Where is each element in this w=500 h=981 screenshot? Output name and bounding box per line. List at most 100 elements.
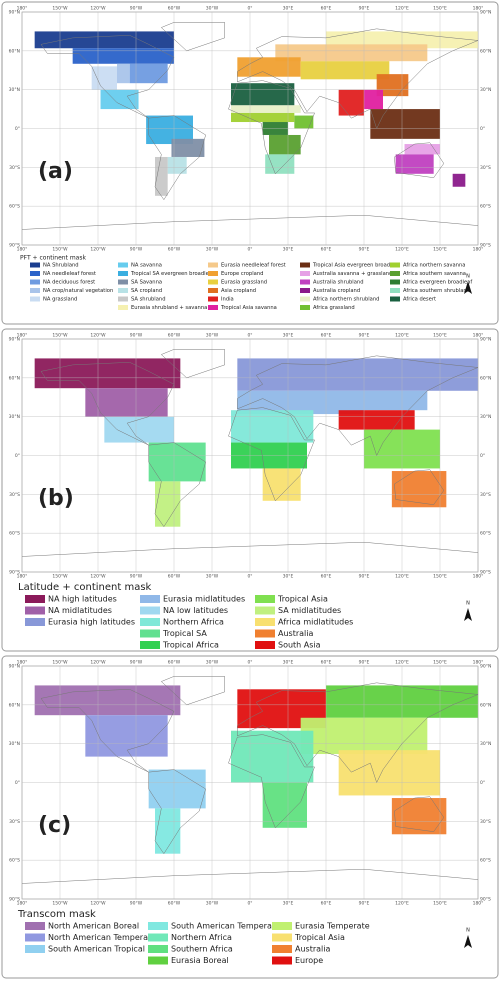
- mask-region: [129, 63, 168, 84]
- lon-label: 150°E: [433, 6, 447, 12]
- legend-swatch: [25, 606, 45, 615]
- mask-region: [265, 154, 295, 174]
- lat-label: 30°N: [480, 414, 491, 420]
- coastline: [394, 796, 445, 832]
- mask-region: [91, 66, 117, 90]
- legend-swatch: [272, 933, 292, 942]
- north-label: N: [466, 601, 470, 607]
- lon-label: 60°W: [168, 901, 181, 907]
- legend-swatch: [140, 606, 160, 615]
- north-label: N: [466, 274, 470, 280]
- mask-region: [155, 156, 168, 196]
- legend-label: Eurasia grassland: [221, 280, 267, 286]
- lon-label: 90°E: [359, 660, 370, 666]
- legend-label: Europe: [295, 956, 323, 965]
- legend-label: Tropical SA: [162, 629, 207, 638]
- legend-swatch: [390, 271, 400, 276]
- mask-region: [231, 112, 295, 123]
- legend-swatch: [390, 279, 400, 285]
- legend-label: Northern Africa: [171, 933, 232, 942]
- panel: 180° 180° 150°W 150°W 120°W 120°W 90°W 90°W 60°W…: [1, 655, 499, 979]
- north-arrow: [464, 281, 472, 294]
- legend-swatch: [118, 288, 128, 293]
- lon-label: 150°W: [52, 901, 68, 907]
- mask-region: [262, 468, 301, 501]
- legend-label: SA midlatitudes: [278, 606, 341, 615]
- lat-label: 90°S: [9, 243, 20, 249]
- legend-label: Asia cropland: [221, 288, 256, 294]
- lon-label: 30°E: [283, 901, 294, 907]
- lat-label: 30°S: [9, 819, 20, 825]
- legend-label: Europe cropland: [221, 271, 263, 277]
- legend-swatch: [208, 271, 218, 276]
- lon-label: 60°E: [321, 660, 332, 666]
- legend-label: South American Temperate: [171, 922, 280, 931]
- lat-label: 30°S: [480, 165, 491, 171]
- legend-label: NA grassland: [43, 297, 77, 303]
- legend-label: Tropical SA evergreen broadleaf: [130, 271, 214, 277]
- mask-region: [155, 808, 181, 854]
- legend-swatch: [118, 305, 128, 310]
- lon-label: 90°W: [130, 901, 143, 907]
- coastline: [40, 689, 175, 773]
- mask-region: [300, 61, 390, 80]
- mask-region: [148, 769, 206, 809]
- legend-label: Australia cropland: [313, 288, 360, 294]
- lon-label: 150°E: [433, 660, 447, 666]
- lon-label: 30°W: [206, 660, 219, 666]
- mask-region: [85, 388, 168, 417]
- legend-label: Australia shrubland: [313, 280, 364, 286]
- coastline: [21, 868, 479, 884]
- lon-label: 30°W: [206, 901, 219, 907]
- lon-label: 90°W: [130, 247, 143, 253]
- legend-label: Eurasia needleleaf forest: [221, 263, 286, 269]
- lon-label: 150°W: [52, 6, 68, 12]
- coastline: [228, 80, 315, 175]
- legend-label: South Asia: [278, 641, 321, 650]
- legend-label: SA Savanna: [131, 280, 162, 286]
- lon-label: 90°E: [359, 333, 370, 339]
- lat-label: 90°S: [9, 570, 20, 576]
- north-arrow: [464, 935, 472, 948]
- mask-region: [231, 83, 295, 106]
- legend-swatch: [118, 271, 128, 276]
- legend-swatch: [118, 279, 128, 285]
- legend-label: Eurasia shrubland + savanna: [131, 305, 207, 311]
- lon-label: 60°W: [168, 6, 181, 12]
- lon-label: 90°W: [130, 333, 143, 339]
- legend-swatch: [30, 288, 40, 293]
- panel: 180° 180° 150°W 150°W 120°W 120°W 90°W 90°W 60°W…: [1, 1, 499, 325]
- lat-label: 30°N: [480, 741, 491, 747]
- lon-label: 180°: [17, 6, 28, 12]
- legend-swatch: [25, 922, 45, 930]
- coastline: [228, 407, 315, 502]
- lon-label: 90°W: [130, 660, 143, 666]
- lon-label: 180°: [473, 660, 484, 666]
- lon-label: 60°E: [321, 247, 332, 253]
- lat-label: 60°S: [9, 858, 20, 864]
- lon-label: 0°: [247, 574, 252, 580]
- coastline: [160, 676, 225, 706]
- north-label: N: [466, 928, 470, 934]
- lat-label: 90°N: [9, 664, 20, 670]
- lat-label: 90°S: [480, 243, 491, 249]
- lon-label: 30°E: [283, 6, 294, 12]
- coastline: [160, 22, 225, 52]
- legend-swatch: [140, 629, 160, 638]
- lon-label: 180°: [473, 901, 484, 907]
- lon-label: 120°E: [395, 6, 409, 12]
- lat-label: 90°N: [480, 10, 491, 16]
- lon-label: 60°E: [321, 574, 332, 580]
- legend-swatch: [140, 641, 160, 649]
- mask-region: [391, 471, 447, 508]
- mask-region: [364, 89, 383, 110]
- legend-label: NA savanna: [131, 263, 162, 269]
- legend-swatch: [148, 956, 168, 965]
- lat-label: 90°S: [480, 897, 491, 903]
- lon-label: 180°: [473, 247, 484, 253]
- lon-label: 120°W: [90, 6, 106, 12]
- legend-swatch: [140, 618, 160, 626]
- lat-label: 30°S: [480, 492, 491, 498]
- legend-swatch: [140, 595, 160, 603]
- legend-label: North American Boreal: [48, 922, 139, 931]
